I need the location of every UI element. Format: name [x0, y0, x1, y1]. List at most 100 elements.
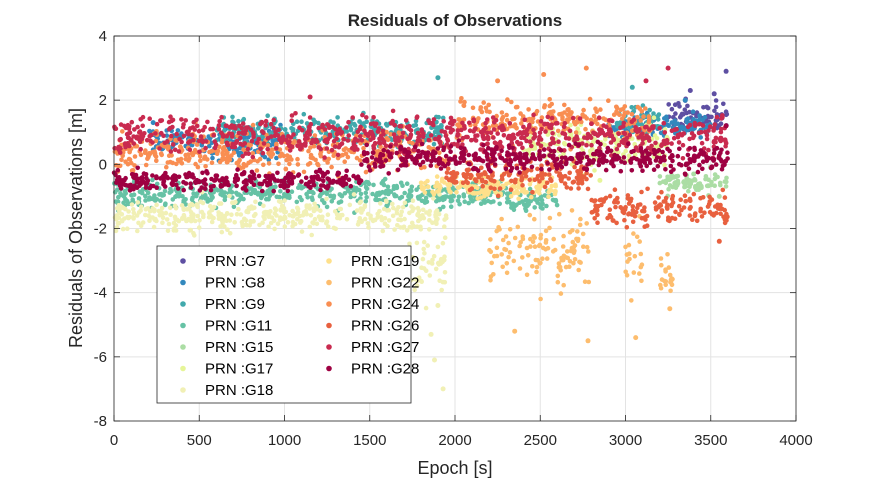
data-point: [332, 144, 338, 149]
data-point: [329, 147, 335, 153]
data-point: [197, 153, 203, 159]
data-point: [351, 192, 357, 197]
data-point: [481, 189, 486, 195]
data-point: [561, 140, 567, 146]
data-point: [576, 186, 581, 191]
data-point: [371, 182, 376, 188]
data-point: [220, 132, 226, 137]
data-point: [576, 143, 582, 148]
data-point: [580, 141, 585, 146]
data-point: [135, 176, 141, 182]
data-point: [265, 143, 271, 148]
data-point: [318, 153, 324, 159]
data-point: [393, 142, 399, 147]
data-point: [423, 195, 429, 201]
data-point: [314, 206, 320, 212]
data-point: [558, 173, 563, 179]
data-point: [698, 135, 703, 140]
data-point: [353, 144, 358, 149]
data-point: [527, 122, 532, 128]
data-point: [706, 183, 711, 188]
data-point: [529, 164, 535, 170]
data-point: [417, 133, 423, 139]
data-point: [164, 164, 169, 170]
data-point: [712, 122, 718, 127]
data-point: [364, 186, 370, 191]
data-point: [265, 136, 271, 141]
data-point: [687, 184, 692, 189]
data-point: [618, 168, 624, 174]
data-point: [669, 120, 675, 125]
data-point: [662, 130, 668, 135]
data-point: [365, 150, 370, 156]
data-point: [220, 156, 225, 161]
data-point: [143, 162, 149, 168]
data-point: [276, 127, 281, 133]
data-point: [494, 228, 500, 234]
data-point: [398, 225, 403, 230]
data-point: [495, 78, 501, 84]
data-point: [159, 191, 164, 197]
data-point: [697, 181, 703, 186]
data-point: [138, 152, 144, 158]
data-point: [135, 200, 141, 205]
data-point: [131, 134, 136, 139]
data-point: [260, 134, 266, 140]
data-point: [229, 212, 234, 217]
data-point: [711, 158, 716, 163]
data-point: [339, 194, 345, 199]
data-point: [345, 138, 351, 143]
data-point: [196, 178, 202, 184]
data-point: [224, 211, 230, 216]
data-point: [420, 207, 426, 213]
data-point: [161, 182, 166, 187]
data-point: [595, 212, 600, 218]
series-prn-g15: [657, 165, 729, 199]
data-point: [652, 200, 658, 205]
data-point: [364, 115, 369, 120]
data-point: [324, 219, 330, 224]
data-point: [491, 272, 496, 277]
data-point: [622, 160, 627, 165]
data-point: [143, 185, 149, 190]
data-point: [661, 199, 667, 204]
data-point: [138, 117, 143, 122]
data-point: [243, 222, 249, 228]
data-point: [227, 218, 233, 223]
data-point: [507, 121, 513, 126]
data-point: [569, 208, 575, 213]
data-point: [369, 155, 375, 160]
data-point: [449, 119, 454, 125]
legend-marker: [326, 301, 332, 307]
legend-marker: [326, 365, 332, 372]
data-point: [185, 174, 190, 180]
data-point: [400, 183, 405, 188]
data-point: [211, 183, 216, 189]
data-point: [157, 146, 162, 151]
y-tick-label: -8: [94, 413, 107, 430]
data-point: [388, 132, 394, 137]
data-point: [558, 148, 564, 153]
data-point: [515, 131, 521, 137]
data-point: [577, 151, 583, 157]
data-point: [241, 196, 246, 202]
data-point: [667, 306, 673, 312]
data-point: [386, 218, 392, 223]
data-point: [255, 126, 261, 131]
legend-marker: [326, 258, 332, 264]
data-point: [277, 153, 283, 159]
data-point: [655, 113, 660, 119]
data-point: [405, 136, 411, 142]
data-point: [563, 161, 569, 167]
data-point: [693, 184, 698, 189]
data-point: [662, 157, 667, 163]
data-point: [391, 205, 396, 211]
data-point: [151, 224, 157, 230]
data-point: [692, 123, 698, 128]
data-point: [176, 174, 182, 180]
data-point: [205, 119, 210, 125]
data-point: [537, 134, 542, 140]
data-point: [217, 119, 222, 124]
data-point: [582, 279, 588, 285]
data-point: [511, 135, 517, 141]
